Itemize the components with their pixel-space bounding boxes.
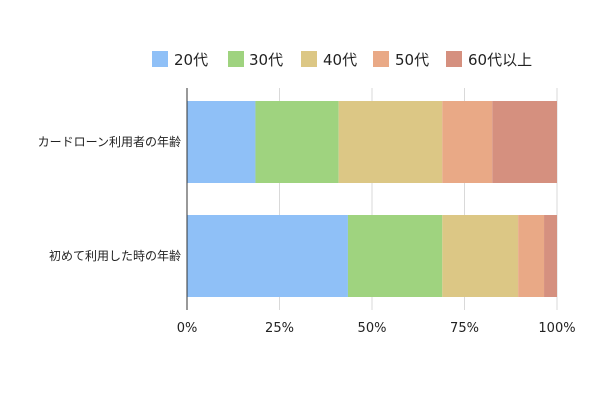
bar-segment: [187, 101, 256, 183]
x-tick-label: 0%: [177, 321, 198, 336]
legend-swatch: [373, 51, 389, 67]
legend-swatch: [446, 51, 462, 67]
legend: 20代 30代 40代 50代 60代以上: [152, 51, 532, 69]
legend-label: 40代: [323, 51, 357, 69]
category-label: カードローン利用者の年齢: [38, 134, 181, 149]
bar-segment: [255, 101, 339, 183]
x-tick-label: 25%: [265, 321, 294, 336]
bar-segment: [187, 215, 348, 297]
x-tick-label: 75%: [450, 321, 479, 336]
legend-label: 60代以上: [468, 51, 532, 69]
legend-swatch: [228, 51, 244, 67]
bar-segment: [442, 215, 519, 297]
bar-segment: [544, 215, 557, 297]
bar-segment: [338, 101, 443, 183]
bar-segment: [518, 215, 545, 297]
bar-segment: [442, 101, 493, 183]
bars: [187, 101, 557, 297]
x-tick-label: 50%: [358, 321, 387, 336]
legend-label: 30代: [249, 51, 283, 69]
legend-label: 50代: [395, 51, 429, 69]
legend-swatch: [301, 51, 317, 67]
bar-segment: [492, 101, 557, 183]
x-tick-label: 100%: [538, 321, 575, 336]
legend-swatch: [152, 51, 168, 67]
category-label: 初めて利用した時の年齢: [49, 248, 181, 263]
bar-segment: [347, 215, 443, 297]
legend-label: 20代: [174, 51, 208, 69]
